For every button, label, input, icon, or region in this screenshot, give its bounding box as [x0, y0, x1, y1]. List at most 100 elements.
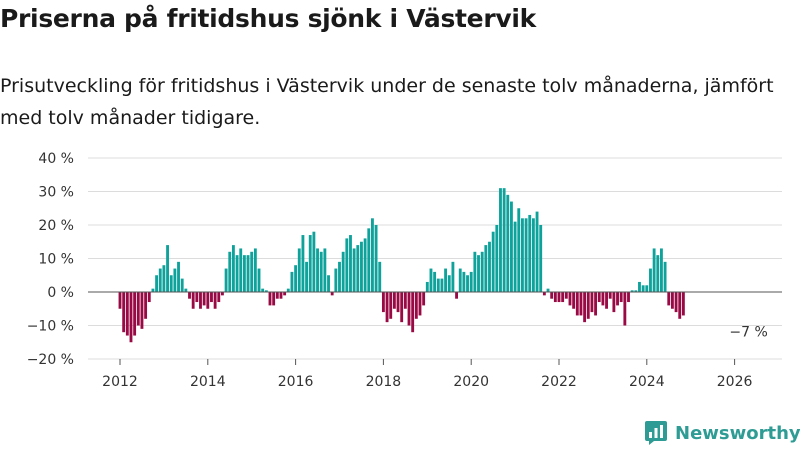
bar — [136, 292, 140, 326]
bar — [612, 292, 616, 313]
bar — [440, 278, 444, 292]
bar — [257, 268, 261, 292]
x-tick-label: 2022 — [541, 374, 577, 390]
bar — [144, 292, 148, 319]
bar — [341, 251, 345, 292]
bar — [506, 194, 510, 292]
bar — [667, 292, 671, 306]
bar — [319, 251, 323, 292]
bar — [403, 292, 407, 309]
bar — [572, 292, 576, 309]
x-tick-label: 2024 — [629, 374, 665, 390]
bar — [597, 292, 601, 303]
bar — [660, 248, 663, 292]
bar — [495, 225, 499, 292]
bar — [473, 251, 477, 292]
bar — [502, 188, 506, 292]
bar — [199, 292, 202, 309]
bar — [652, 248, 656, 292]
bar — [352, 248, 356, 292]
bar — [345, 238, 349, 292]
bar — [177, 261, 180, 292]
bar — [250, 251, 254, 292]
bar — [279, 292, 283, 299]
newsworthy-logo-icon — [645, 421, 667, 445]
bar — [392, 292, 396, 309]
bar — [444, 268, 448, 292]
bar — [122, 292, 126, 333]
bar — [469, 271, 473, 292]
bar — [586, 292, 590, 319]
bar — [630, 290, 634, 292]
bar — [645, 285, 649, 292]
bar — [447, 275, 451, 292]
bar — [575, 292, 579, 316]
bar — [488, 241, 491, 292]
bar — [649, 268, 652, 292]
bar — [147, 292, 151, 303]
bar — [638, 281, 641, 292]
bar — [235, 255, 239, 292]
bar — [594, 292, 598, 316]
bar — [458, 268, 462, 292]
bar — [590, 292, 594, 313]
bar — [484, 245, 488, 292]
chart-title: Priserna på fritidshus sjönk i Västervik — [0, 4, 536, 33]
bar — [129, 292, 133, 343]
bar — [275, 292, 279, 299]
bar — [305, 261, 309, 292]
bar — [414, 292, 418, 319]
bar — [550, 292, 554, 299]
bar — [425, 281, 429, 292]
bar — [316, 248, 319, 292]
bar — [407, 292, 411, 326]
y-tick-label: 40 % — [38, 151, 74, 167]
bar — [491, 231, 495, 292]
bar — [140, 292, 144, 329]
bar — [283, 292, 287, 296]
bar — [608, 292, 612, 299]
bar — [674, 292, 678, 313]
bar — [242, 255, 246, 292]
bar — [118, 292, 122, 309]
y-tick-label: 10 % — [38, 252, 74, 268]
bar — [195, 292, 199, 303]
x-tick-label: 2016 — [278, 374, 314, 390]
bar — [535, 211, 539, 292]
bar — [261, 288, 265, 292]
bar — [246, 255, 250, 292]
axis-layer: 40 % 30 % 20 % 10 % 0 % −10 % −20 % 2012 2014 201… — [27, 151, 782, 390]
bar — [455, 292, 458, 299]
bar — [184, 288, 188, 292]
bar — [294, 265, 298, 292]
bar — [619, 292, 623, 303]
bar — [513, 221, 517, 292]
bar — [520, 218, 524, 292]
bar — [389, 292, 393, 319]
bar — [411, 292, 415, 333]
bar — [385, 292, 389, 323]
bar — [656, 255, 660, 292]
bar — [539, 225, 543, 292]
bar — [553, 292, 557, 303]
bar — [477, 255, 480, 292]
bar — [210, 292, 213, 303]
bar — [429, 268, 433, 292]
chart-subtitle: Prisutveckling för fritidshus i Västervi… — [0, 75, 774, 129]
bar — [213, 292, 217, 309]
bar — [546, 288, 550, 292]
bar — [169, 275, 173, 292]
bar — [323, 248, 327, 292]
bar — [557, 292, 561, 303]
newsworthy-logo: Newsworthy — [644, 419, 800, 447]
bar — [133, 292, 137, 336]
y-tick-label: 0 % — [47, 285, 74, 301]
bar — [466, 275, 469, 292]
bar — [338, 261, 341, 292]
bar — [528, 214, 532, 292]
bar — [517, 208, 521, 292]
bar — [125, 292, 129, 336]
bar — [564, 292, 568, 299]
y-tick-label: 20 % — [38, 218, 74, 234]
bar — [462, 271, 466, 292]
